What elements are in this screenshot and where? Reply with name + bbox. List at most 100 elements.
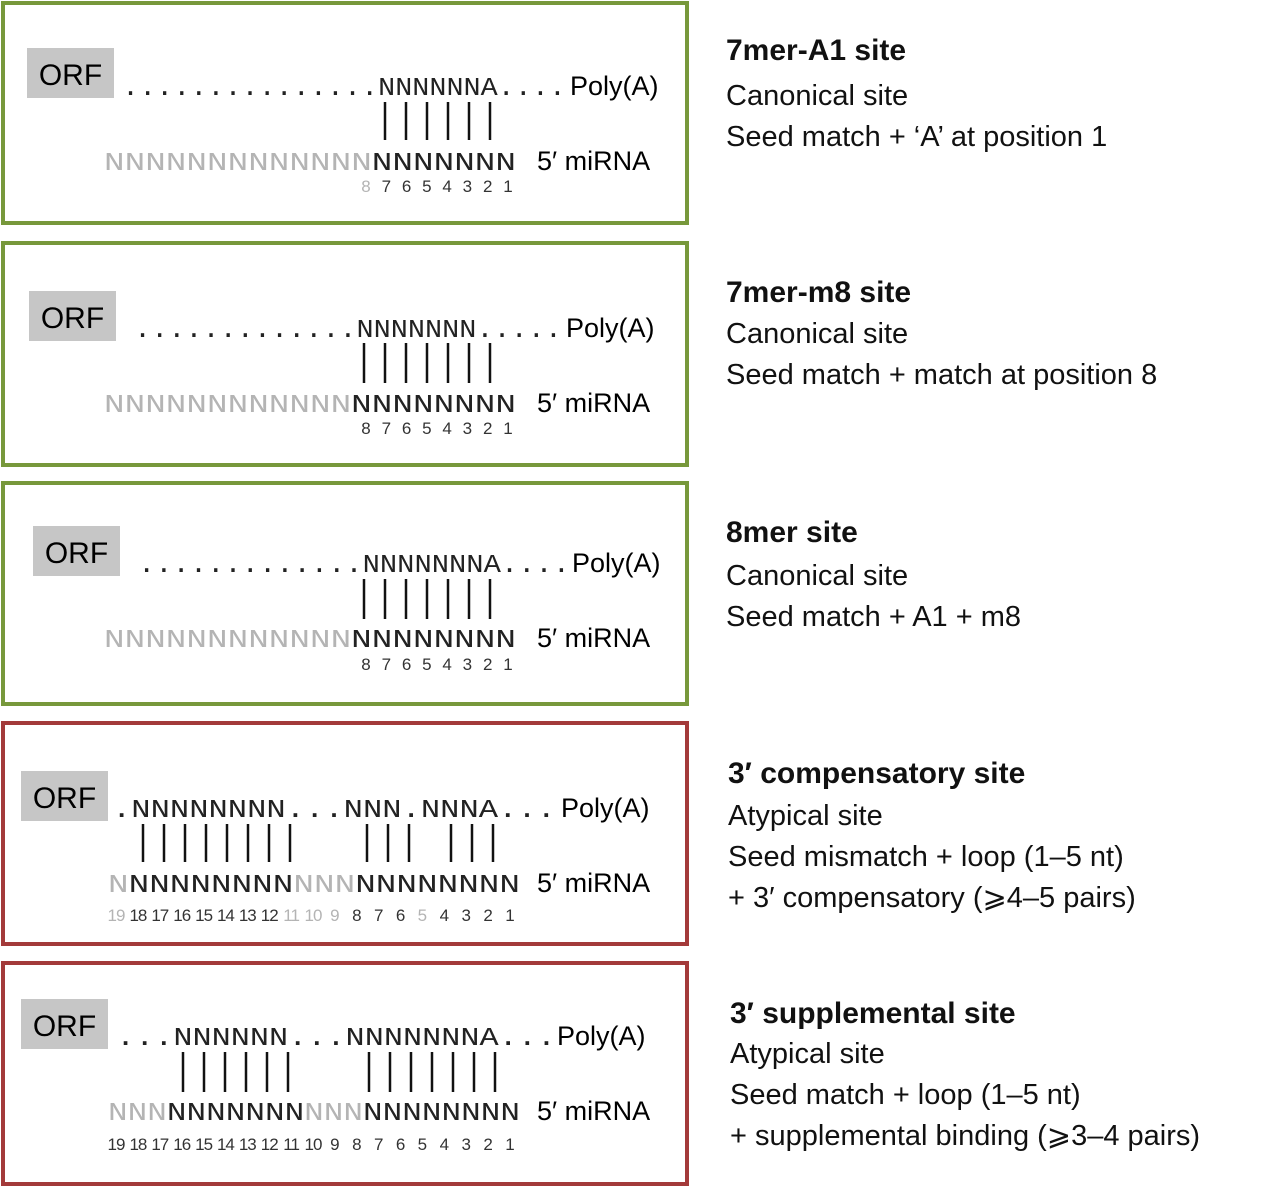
position-number: 4 <box>442 655 451 674</box>
position-number: 4 <box>440 906 449 925</box>
position-number: 6 <box>402 177 411 196</box>
base-pair-lines <box>141 824 495 862</box>
position-number: 3 <box>461 906 470 925</box>
orf-label: ORF <box>33 782 96 815</box>
position-number: 4 <box>440 1135 449 1154</box>
site-description-line: + supplemental binding (⩾3–4 pairs) <box>730 1120 1201 1152</box>
panel-frame <box>1 721 689 946</box>
position-number: 3 <box>463 177 472 196</box>
position-number: 7 <box>382 419 391 438</box>
position-number: 7 <box>374 906 383 925</box>
orf-label: ORF <box>39 59 102 92</box>
site-title: 8mer site <box>726 516 858 549</box>
position-number: 5 <box>418 906 427 925</box>
position-number: 11 <box>283 906 299 925</box>
site-description-line: Seed match + match at position 8 <box>726 359 1158 391</box>
position-number: 18 <box>129 906 146 925</box>
position-number: 2 <box>483 906 492 925</box>
description-3prime-supplemental: 3′ supplemental site Atypical site Seed … <box>730 997 1200 1157</box>
position-number: 4 <box>442 177 451 196</box>
polya-label: Poly(A) <box>570 71 659 101</box>
description-3prime-compensatory: 3′ compensatory site Atypical site Seed … <box>728 757 1136 919</box>
position-number: 14 <box>217 1135 234 1154</box>
position-number: 7 <box>382 655 391 674</box>
position-number: 19 <box>108 1135 125 1154</box>
panel-7mer-m8: ORF ............. NNNNNNN..... Poly(A) NN… <box>1 241 689 467</box>
orf-label: ORF <box>45 537 108 570</box>
position-number: 5 <box>422 419 431 438</box>
site-description-line: Atypical site <box>730 1038 885 1070</box>
polya-label: Poly(A) <box>566 313 655 343</box>
site-title: 7mer-m8 site <box>726 276 912 309</box>
position-number: 16 <box>173 906 190 925</box>
site-description-line: Seed mismatch + loop (1–5 nt) <box>728 841 1124 873</box>
site-title: 7mer-A1 site <box>726 34 907 67</box>
position-number: 8 <box>361 177 370 196</box>
position-number: 9 <box>330 1135 339 1154</box>
panel-3prime-supplemental: ORF ... NNNNNN... NNNNNNNA... Poly(A) NNN N… <box>1 961 689 1186</box>
position-number: 6 <box>396 1135 405 1154</box>
mirna-label: 5′ miRNA <box>537 623 650 653</box>
base-pair-lines <box>383 102 492 140</box>
mrna-sequence: ............. NNNNNNN..... <box>134 315 562 345</box>
orf-box <box>29 291 116 341</box>
mirna-sequence: NNN NNNNNNN NNN NNNNNNNN <box>108 1098 520 1128</box>
site-description-line: Seed match + loop (1–5 nt) <box>730 1079 1081 1111</box>
position-number: 1 <box>503 419 512 438</box>
position-number: 6 <box>402 419 411 438</box>
orf-box <box>21 999 108 1049</box>
position-number: 13 <box>239 1135 256 1154</box>
orf-box <box>33 526 120 576</box>
position-number: 12 <box>261 906 278 925</box>
orf-box <box>21 771 108 821</box>
orf-label: ORF <box>41 302 104 335</box>
description-7mer-m8: 7mer-m8 site Canonical site Seed match +… <box>726 276 1157 396</box>
position-number: 3 <box>461 1135 470 1154</box>
panel-7mer-a1: ORF ............... NNNNNNA.... Poly(A) N… <box>1 1 689 225</box>
position-number: 3 <box>463 655 472 674</box>
position-numbers: 19 18 17 16 15 14 13 12 11 10 9 8 7 6 5 4 3 2 1 <box>108 1135 515 1154</box>
orf-box <box>27 48 114 98</box>
position-number: 2 <box>483 1135 492 1154</box>
position-number: 5 <box>418 1135 427 1154</box>
site-title: 3′ supplemental site <box>730 997 1016 1030</box>
panel-frame <box>1 961 689 1186</box>
position-number: 17 <box>151 906 168 925</box>
position-number: 15 <box>195 1135 212 1154</box>
site-title: 3′ compensatory site <box>728 757 1026 790</box>
polya-label: Poly(A) <box>557 1021 646 1051</box>
base-pair-lines <box>362 343 492 383</box>
site-description-line: Seed match + A1 + m8 <box>726 601 1022 633</box>
site-description-line: Canonical site <box>726 80 909 112</box>
mirna-label: 5′ miRNA <box>537 1096 650 1126</box>
polya-label: Poly(A) <box>572 548 661 578</box>
site-description-line: Seed match + ‘A’ at position 1 <box>726 121 1108 153</box>
position-number: 10 <box>305 906 322 925</box>
position-number: 12 <box>261 1135 278 1154</box>
description-8mer: 8mer site Canonical site Seed match + A1… <box>726 516 1021 638</box>
panel-8mer: ORF ............. NNNNNNNA.... Poly(A) NN… <box>1 481 689 706</box>
position-number: 2 <box>483 419 492 438</box>
position-number: 17 <box>151 1135 168 1154</box>
position-number: 8 <box>352 906 361 925</box>
position-number: 4 <box>442 419 451 438</box>
position-number: 1 <box>503 177 512 196</box>
orf-label: ORF <box>33 1010 96 1043</box>
panel-frame <box>1 481 689 706</box>
position-number: 1 <box>505 1135 514 1154</box>
mirna-binding-diagram: ORF ............... NNNNNNA.... Poly(A) N… <box>1 1 689 1186</box>
position-number: 7 <box>382 177 391 196</box>
position-number: 10 <box>305 1135 322 1154</box>
panel-3prime-compensatory: ORF . NNNNNNNN... NNN. NNNA... Poly(A) N NNN… <box>1 721 689 946</box>
mrna-sequence: ............... NNNNNNA.... <box>122 73 566 103</box>
position-number: 2 <box>483 655 492 674</box>
site-description-line: Canonical site <box>726 318 909 350</box>
position-number: 1 <box>505 906 514 925</box>
polya-label: Poly(A) <box>561 793 650 823</box>
site-description-line: Atypical site <box>728 800 883 832</box>
